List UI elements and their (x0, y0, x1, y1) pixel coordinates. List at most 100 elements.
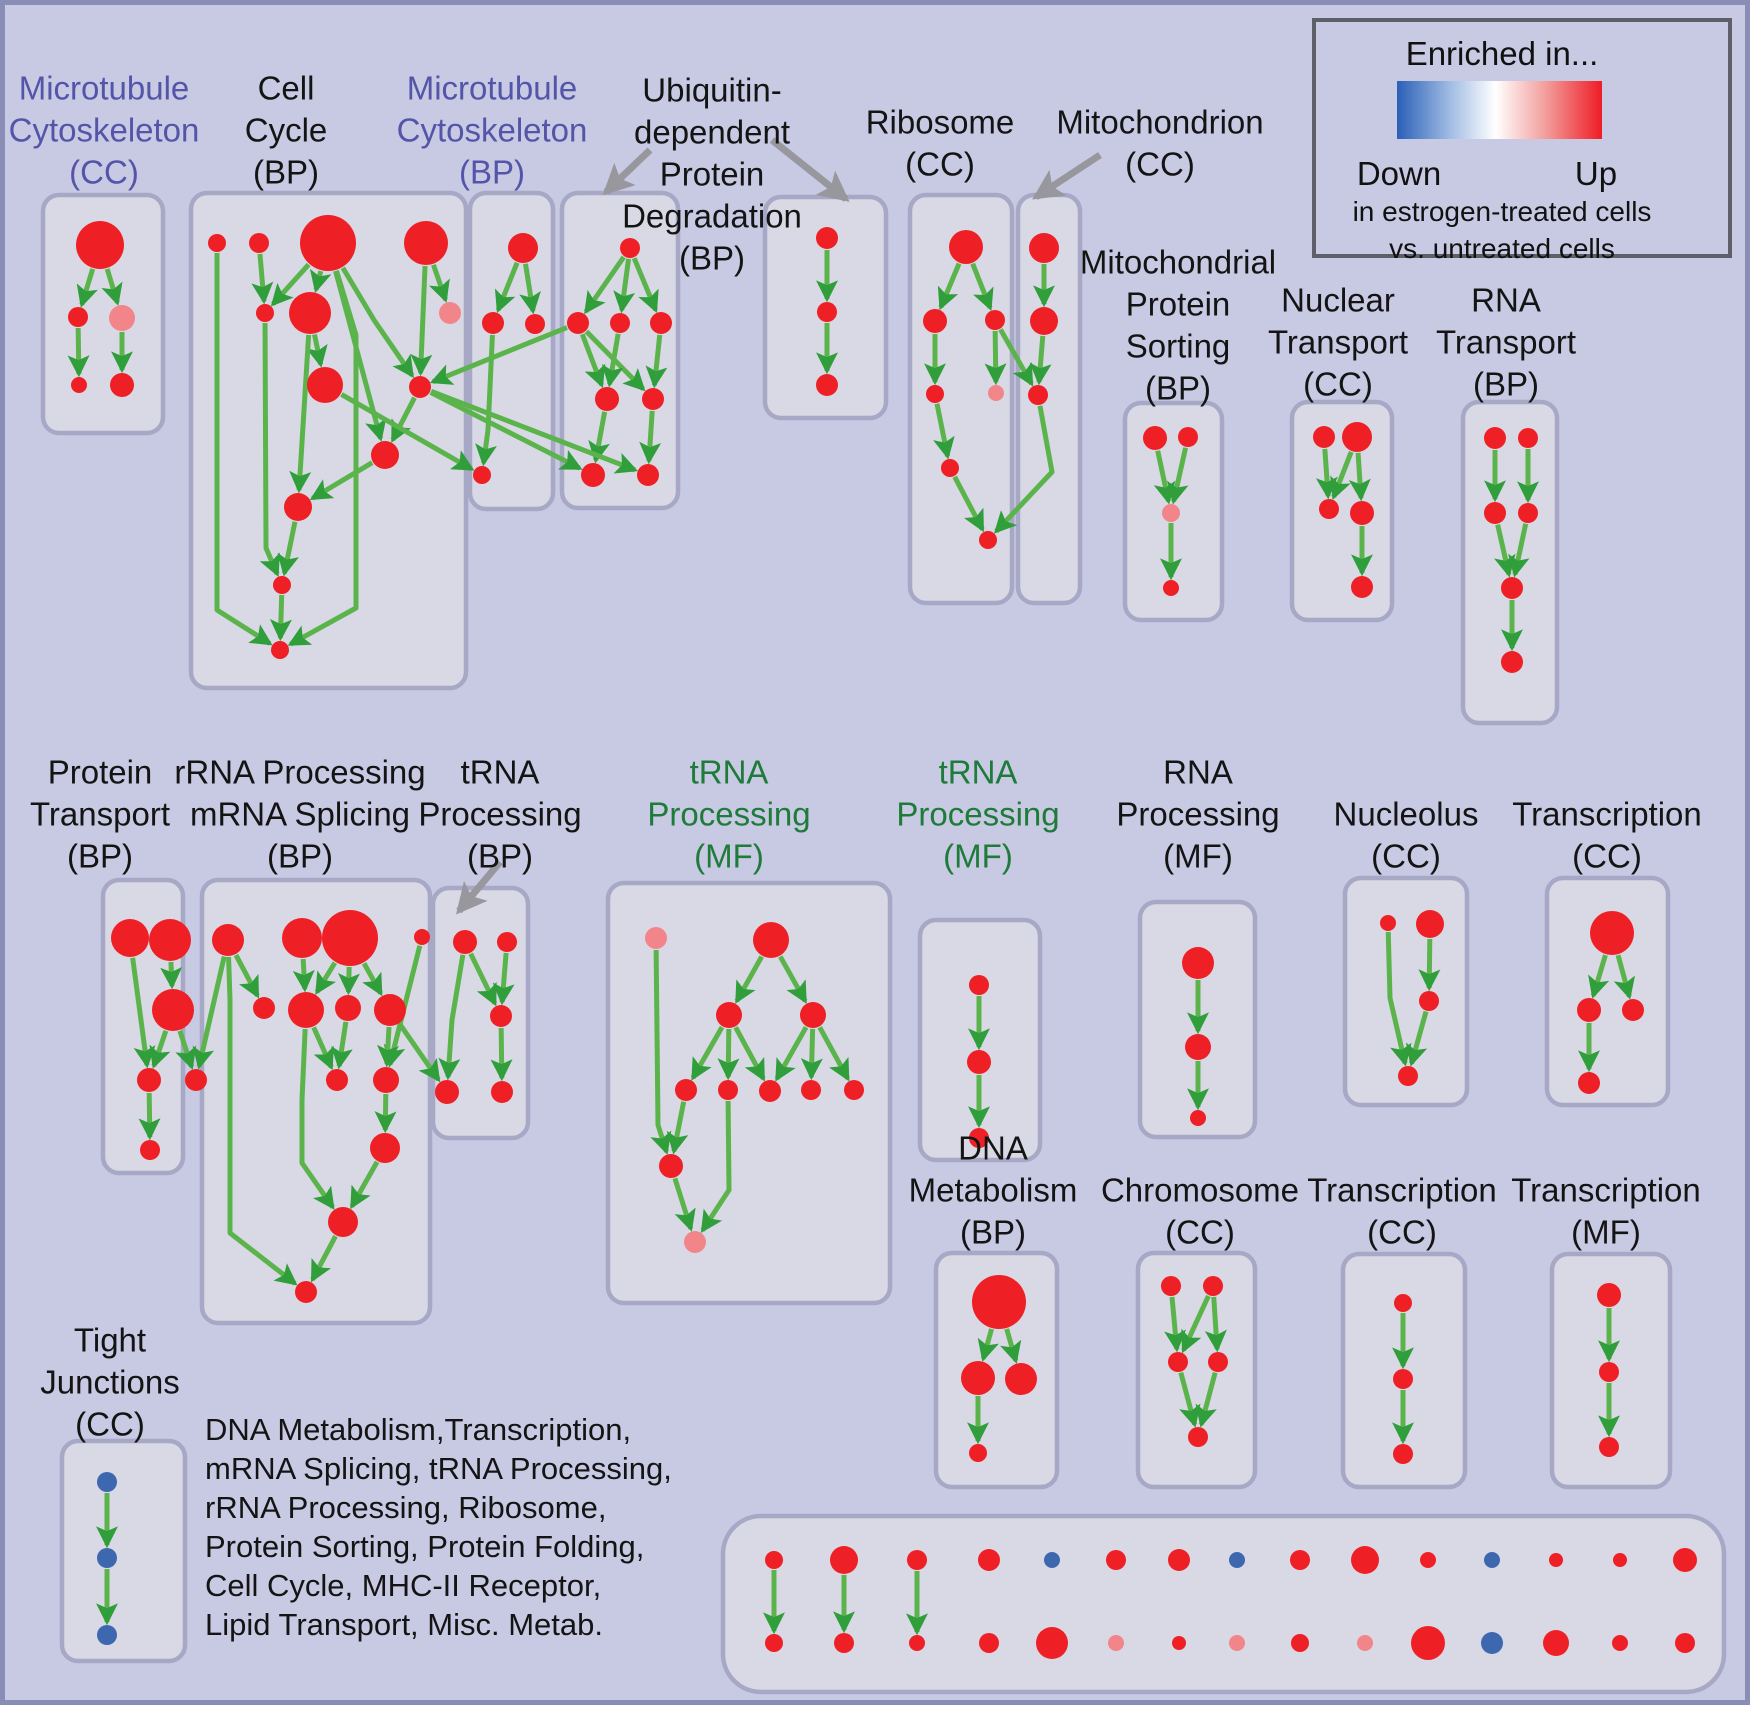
summary-strip-box (720, 1513, 1727, 1695)
legend-down-label: Down (1356, 155, 1442, 192)
go-edge (337, 966, 360, 996)
go-term-node (1351, 576, 1373, 598)
go-term-node (923, 309, 947, 333)
go-term-node (295, 1281, 317, 1303)
cluster-label-dna-metabolism: Metabolism (908, 1171, 1078, 1209)
cluster-label-transcription-cc-a: Transcription (1512, 795, 1702, 833)
cluster-box-dna-metabolism (933, 1250, 1060, 1490)
go-edge (309, 460, 374, 501)
go-term-node (68, 307, 88, 327)
cluster-label-transcription-cc-a: (CC) (1572, 837, 1642, 875)
cluster-label-dna-metabolism: DNA (958, 1129, 1028, 1167)
go-term-node (988, 385, 1004, 401)
go-term-node (1577, 998, 1601, 1022)
cluster-label-dna-metabolism: (BP) (960, 1213, 1026, 1251)
cluster-label-protein-transport: (BP) (67, 837, 133, 875)
go-term-node (1398, 1066, 1418, 1086)
summary-node-top-8 (1290, 1550, 1310, 1570)
summary-node-top-10 (1420, 1552, 1436, 1568)
go-term-node (111, 919, 149, 957)
go-term-node (1501, 577, 1523, 599)
go-edge (666, 1101, 689, 1155)
go-term-node (409, 376, 431, 398)
cluster-label-tight-junctions: Tight (73, 1321, 147, 1359)
cluster-label-mt-cc: Cytoskeleton (8, 111, 200, 149)
label-pointer-arrow (602, 147, 653, 196)
go-edge (311, 1026, 334, 1071)
go-term-node (185, 1069, 207, 1091)
label-pointer-arrow (1032, 152, 1102, 200)
go-edge (601, 333, 624, 388)
go-edge (817, 1026, 850, 1082)
go-edge (639, 410, 662, 465)
go-term-node (1419, 991, 1439, 1011)
go-term-node (371, 441, 399, 469)
cluster-label-trna-mf-2: (MF) (943, 837, 1013, 875)
summary-node-top-9 (1351, 1546, 1379, 1574)
go-term-node (414, 929, 430, 945)
summary-node-bottom-3 (979, 1633, 999, 1653)
go-term-node (525, 314, 545, 334)
go-edge (993, 405, 1055, 534)
go-term-node (650, 312, 672, 334)
go-term-node (961, 1361, 995, 1395)
cluster-label-chromosome: Chromosome (1100, 1171, 1300, 1209)
cluster-label-mito-sorting: Protein (1125, 285, 1231, 323)
go-term-node (1028, 385, 1048, 405)
go-edge (588, 411, 610, 464)
cluster-label-nucleolus: Nucleolus (1333, 795, 1479, 833)
go-edge (1315, 448, 1338, 500)
go-term-node (1178, 427, 1198, 447)
go-edge (1181, 1294, 1211, 1354)
go-edge (310, 1234, 338, 1283)
go-term-node (97, 1472, 117, 1492)
go-term-node (212, 924, 244, 956)
summary-node-top-12 (1549, 1553, 1563, 1567)
summary-node-bottom-0 (765, 1634, 783, 1652)
legend-box: Enriched in... Down Up in estrogen-treat… (1312, 18, 1732, 264)
cluster-label-ub1: Ubiquitin- (642, 71, 782, 109)
go-edge (314, 961, 338, 995)
cluster-label-rrna: (BP) (267, 837, 333, 875)
go-edge (690, 1025, 725, 1081)
summary-node-bottom-14 (1675, 1633, 1695, 1653)
go-term-node (1590, 911, 1634, 955)
go-term-node (1182, 947, 1214, 979)
go-term-node (581, 463, 605, 487)
summary-node-bottom-1 (834, 1633, 854, 1653)
go-term-node (273, 576, 291, 594)
go-edge (361, 962, 383, 997)
go-edge (138, 1092, 161, 1141)
go-edge (774, 1025, 809, 1082)
cluster-label-ribosome: Ribosome (865, 103, 1015, 141)
summary-node-bottom-11 (1481, 1632, 1503, 1654)
go-term-node (1501, 651, 1523, 673)
go-term-node (76, 221, 124, 269)
cluster-label-trna-mf-big: (MF) (694, 837, 764, 875)
go-term-node (1313, 426, 1335, 448)
cluster-box-nuclear-transport (1289, 399, 1395, 623)
go-edge (149, 1029, 171, 1069)
go-edge (251, 253, 274, 305)
cluster-label-rna-proc-mf: Processing (1116, 795, 1280, 833)
go-term-node (684, 1231, 706, 1253)
go-edge (214, 253, 273, 646)
go-term-node (288, 992, 324, 1028)
go-term-node (1599, 1362, 1619, 1382)
go-term-node (328, 1207, 358, 1237)
summary-node-top-13 (1613, 1553, 1627, 1567)
summary-node-bottom-12 (1543, 1630, 1569, 1656)
cluster-label-trna-mf-big: tRNA (689, 753, 769, 791)
summary-node-bottom-2 (909, 1635, 925, 1651)
cluster-label-chromosome: (CC) (1165, 1213, 1235, 1251)
go-term-node (497, 932, 517, 952)
go-term-node (1518, 428, 1538, 448)
go-term-node (1185, 1034, 1211, 1060)
summary-node-bottom-13 (1612, 1635, 1628, 1651)
go-edge (306, 334, 328, 368)
summary-node-bottom-10 (1411, 1626, 1445, 1660)
cluster-label-trna-bp: (BP) (467, 837, 533, 875)
label-pointer-arrow (769, 137, 850, 202)
go-edge (289, 334, 312, 494)
